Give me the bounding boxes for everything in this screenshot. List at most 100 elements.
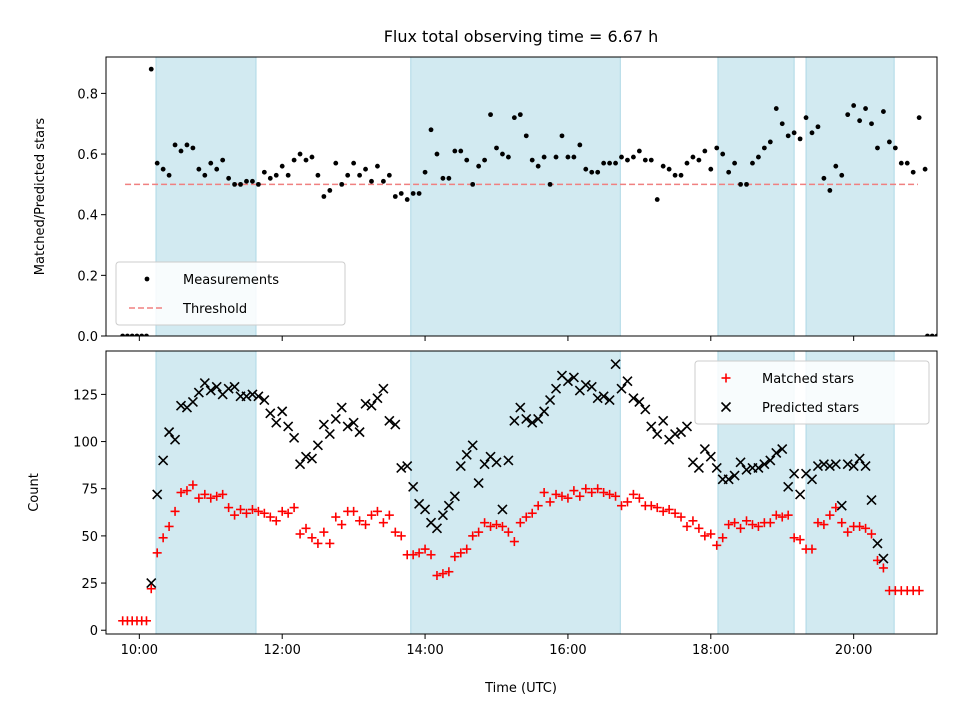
predicted-marker-b [854, 453, 865, 464]
predicted-marker-b [741, 464, 752, 475]
predicted-marker-b [509, 415, 520, 426]
y-tick-label: 100 [73, 436, 98, 451]
predicted-marker-b [527, 417, 538, 428]
measurement-point [410, 191, 416, 196]
matched-star-point [575, 491, 585, 501]
measurement-point [134, 333, 140, 336]
measurement-point [833, 163, 839, 169]
y-tick-label: 0.8 [77, 87, 98, 102]
matched-star-point [253, 506, 263, 516]
predicted-marker-b [283, 421, 294, 432]
measurement-point [139, 333, 145, 336]
measurement-point [660, 163, 666, 169]
predicted-star-point [390, 419, 401, 430]
predicted-star-point [509, 415, 520, 426]
measurement-point [202, 172, 208, 178]
predicted-marker-b [372, 393, 383, 404]
matched-star-point [617, 501, 627, 511]
matched-star-point [551, 489, 561, 499]
matched-star-point [230, 510, 240, 520]
measurement-point [910, 169, 916, 175]
measurement-point [678, 172, 684, 178]
predicted-star-point [854, 453, 865, 464]
legend-predicted-marker-b [720, 401, 732, 413]
predicted-star-point [467, 440, 478, 451]
predicted-marker-b [658, 415, 669, 426]
measurement-point [577, 142, 583, 148]
plot-area [120, 66, 937, 336]
measurement-point [631, 154, 636, 160]
matched-star-point [533, 501, 543, 511]
predicted-star-point [420, 504, 431, 515]
shaded-interval [410, 56, 621, 337]
measurement-point [654, 197, 660, 202]
predicted-marker-b [592, 393, 603, 404]
matched-star-point [634, 493, 644, 503]
predicted-marker-b [229, 381, 240, 392]
measurement-point [464, 157, 470, 163]
predicted-marker-b [491, 457, 502, 468]
shaded-interval [155, 350, 257, 635]
matched-star-point [605, 489, 615, 499]
predicted-star-point [277, 406, 288, 417]
bottom-panel: 0 25 50 75 100 125 10:00 12:00 14:00 16:00 18:00 20… [27, 350, 938, 658]
predicted-star-point [271, 417, 282, 428]
predicted-marker-b [860, 461, 871, 472]
legend-box [694, 360, 930, 425]
predicted-marker-b [759, 459, 770, 470]
predicted-marker-b [521, 413, 532, 424]
matched-star-point [319, 527, 329, 537]
predicted-marker-b [461, 449, 472, 460]
predicted-star-point [598, 391, 609, 402]
predicted-star-point [169, 434, 181, 445]
predicted-star-point [711, 462, 722, 474]
predicted-star-point [795, 489, 806, 500]
y-tick-label: 0 [90, 624, 98, 639]
predicted-star-point [628, 393, 639, 404]
matched-star-point [843, 527, 853, 537]
predicted-marker-b [533, 413, 544, 424]
predicted-marker-b [431, 523, 443, 534]
measurement-point [285, 172, 291, 178]
measurement-point [916, 115, 922, 121]
measurement-point [535, 163, 541, 169]
measurement-point [232, 181, 237, 187]
matched-star-point [706, 529, 716, 539]
measurement-point [244, 178, 249, 184]
predicted-marker-b [878, 553, 889, 564]
predicted-marker-b [187, 396, 198, 408]
predicted-star-point [533, 413, 544, 424]
measurement-point [702, 148, 708, 154]
predicted-star-point [830, 459, 841, 470]
matched-star-point [742, 516, 752, 526]
predicted-star-point [616, 383, 627, 394]
predicted-marker-b [729, 470, 740, 481]
matched-star-point [176, 488, 186, 497]
matched-star-point [700, 531, 710, 541]
matched-star-point [325, 538, 335, 548]
measurement-point [851, 103, 857, 108]
predicted-marker-b [681, 421, 693, 432]
matched-star-point [587, 488, 597, 497]
predicted-marker-b [646, 421, 657, 432]
measurement-point [422, 169, 428, 175]
measurement-point [929, 333, 935, 336]
measurement-point [196, 166, 202, 172]
predicted-marker-b [515, 402, 526, 413]
measurement-point [160, 166, 166, 172]
measurement-point [357, 172, 362, 178]
measurement-point [398, 191, 404, 196]
measurement-point [214, 166, 220, 172]
matched-star-point [444, 567, 454, 577]
measurement-point [488, 112, 493, 118]
plot-area [118, 359, 924, 626]
predicted-star-point [491, 457, 502, 468]
matched-star-point [694, 523, 704, 533]
measurement-point [375, 163, 380, 169]
predicted-star-point [223, 383, 234, 394]
x-tick-label: 18:00 [692, 643, 729, 658]
measurement-point [363, 166, 368, 172]
predicted-star-point [449, 491, 460, 502]
measurement-point [154, 160, 160, 166]
matched-star-point [277, 506, 287, 516]
